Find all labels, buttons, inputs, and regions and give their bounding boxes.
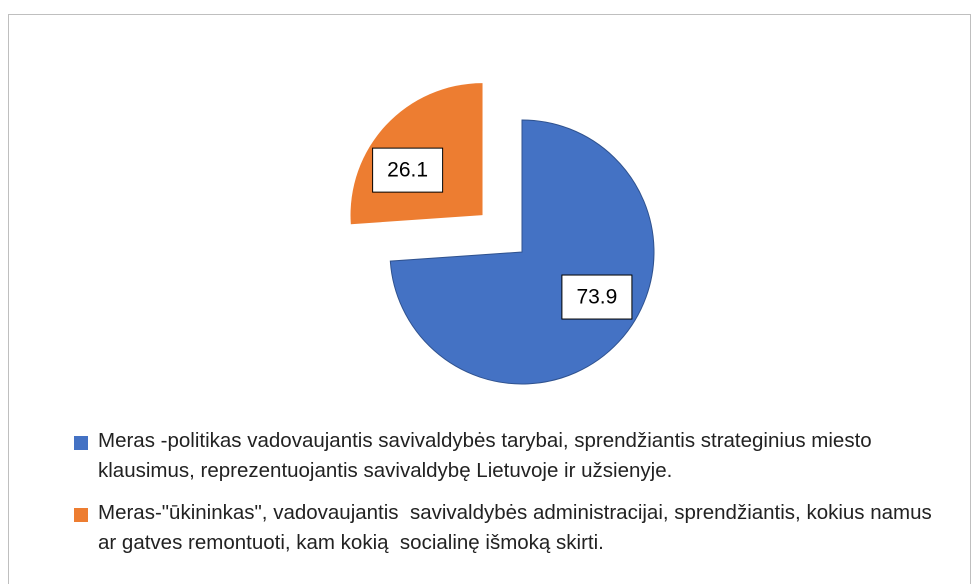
- legend-swatch: [74, 508, 88, 522]
- legend-entry: Meras -politikas vadovaujantis savivaldy…: [74, 426, 954, 486]
- legend-label: Meras-"ūkininkas", vadovaujantis savival…: [98, 501, 938, 554]
- legend-label: Meras -politikas vadovaujantis savivaldy…: [98, 429, 878, 482]
- legend-entry: Meras-"ūkininkas", vadovaujantis savival…: [74, 498, 954, 558]
- data-label: 26.1: [387, 159, 428, 182]
- data-label: 73.9: [576, 286, 617, 309]
- data-label-box: [561, 274, 633, 320]
- legend-swatch: [74, 436, 88, 450]
- data-label-box: [372, 147, 444, 193]
- legend: Meras -politikas vadovaujantis savivaldy…: [74, 426, 954, 570]
